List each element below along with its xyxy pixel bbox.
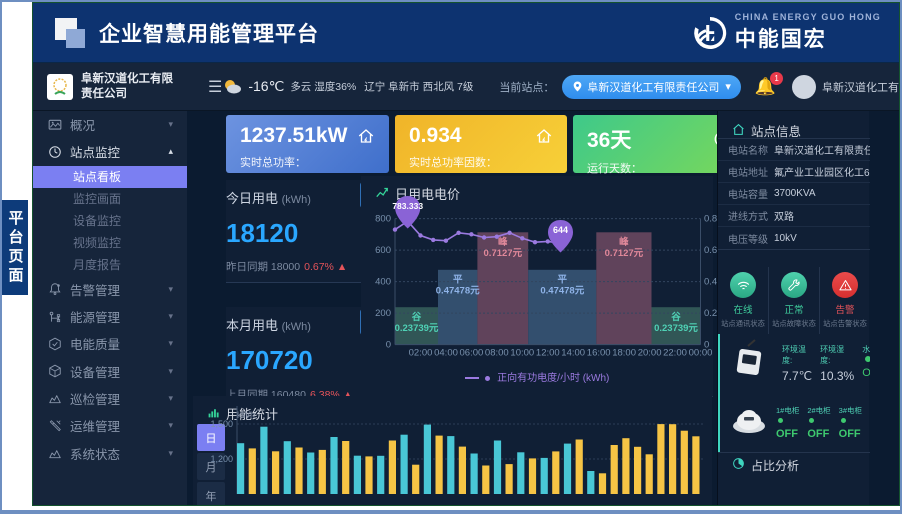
- svg-text:0.4: 0.4: [704, 277, 717, 288]
- svg-text:800: 800: [375, 214, 391, 225]
- svg-text:22:00: 22:00: [663, 348, 687, 359]
- svg-text:0.2: 0.2: [704, 308, 717, 319]
- svg-text:14:00: 14:00: [561, 348, 585, 359]
- svg-text:400: 400: [375, 277, 391, 288]
- svg-text:0.23739元: 0.23739元: [395, 323, 439, 334]
- svg-text:10:00: 10:00: [510, 348, 534, 359]
- svg-text:644: 644: [553, 225, 568, 235]
- svg-text:600: 600: [375, 245, 391, 256]
- svg-text:02:00: 02:00: [409, 348, 433, 359]
- svg-text:0.7127元: 0.7127元: [484, 248, 523, 259]
- svg-text:平: 平: [558, 275, 568, 286]
- svg-text:20:00: 20:00: [638, 348, 662, 359]
- svg-text:谷: 谷: [671, 311, 681, 323]
- svg-text:平: 平: [453, 275, 463, 286]
- svg-text:0.47478元: 0.47478元: [436, 286, 480, 297]
- svg-text:1,200: 1,200: [210, 454, 233, 464]
- svg-text:783.333: 783.333: [392, 201, 423, 211]
- svg-text:12:00: 12:00: [536, 348, 560, 359]
- svg-text:200: 200: [375, 308, 391, 319]
- svg-text:04:00: 04:00: [434, 348, 458, 359]
- svg-text:0.6: 0.6: [704, 245, 717, 256]
- svg-text:00:00: 00:00: [689, 348, 713, 359]
- svg-text:0.7127元: 0.7127元: [605, 248, 644, 259]
- svg-text:谷: 谷: [412, 311, 422, 323]
- svg-text:18:00: 18:00: [612, 348, 636, 359]
- svg-text:16:00: 16:00: [587, 348, 611, 359]
- svg-text:0.8: 0.8: [704, 214, 717, 225]
- svg-text:08:00: 08:00: [485, 348, 509, 359]
- svg-text:0.23739元: 0.23739元: [654, 323, 698, 334]
- svg-text:峰: 峰: [619, 236, 629, 248]
- svg-text:1,500: 1,500: [210, 419, 233, 429]
- svg-text:0: 0: [386, 340, 391, 351]
- svg-text:0.47478元: 0.47478元: [540, 286, 584, 297]
- svg-text:峰: 峰: [498, 236, 508, 248]
- svg-text:06:00: 06:00: [460, 348, 484, 359]
